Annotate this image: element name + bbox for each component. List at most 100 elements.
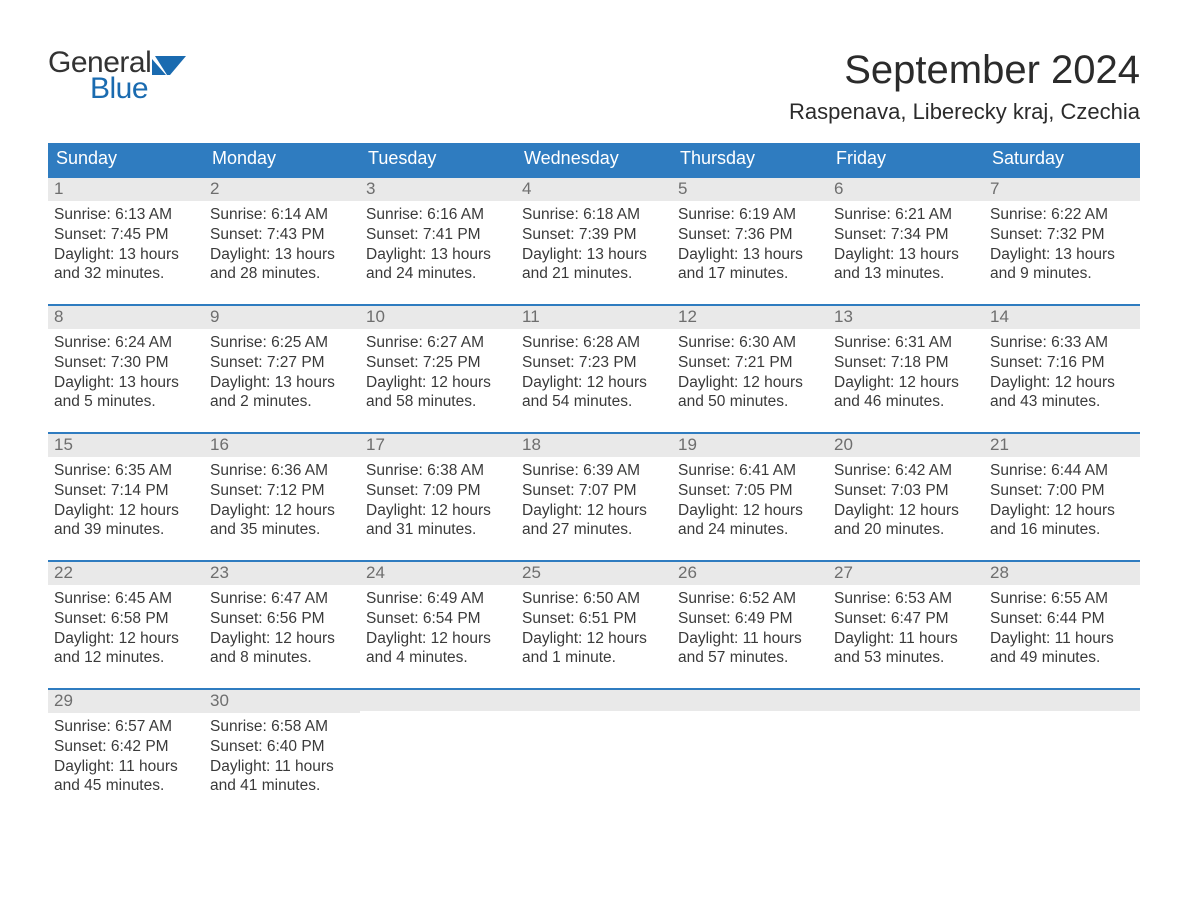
day-dl2: and 41 minutes. — [210, 776, 354, 796]
day-dl1: Daylight: 13 hours — [210, 373, 354, 393]
day-sunrise: Sunrise: 6:24 AM — [54, 333, 198, 353]
day-dl2: and 17 minutes. — [678, 264, 822, 284]
day-sunset: Sunset: 7:25 PM — [366, 353, 510, 373]
day-sunset: Sunset: 7:36 PM — [678, 225, 822, 245]
day-sunset: Sunset: 6:47 PM — [834, 609, 978, 629]
day-body: Sunrise: 6:27 AMSunset: 7:25 PMDaylight:… — [360, 329, 516, 412]
day-dl1: Daylight: 12 hours — [834, 501, 978, 521]
day-dl1: Daylight: 12 hours — [522, 629, 666, 649]
day-cell: 28Sunrise: 6:55 AMSunset: 6:44 PMDayligh… — [984, 560, 1140, 682]
day-sunrise: Sunrise: 6:27 AM — [366, 333, 510, 353]
day-dl2: and 21 minutes. — [522, 264, 666, 284]
day-number: 21 — [984, 432, 1140, 457]
day-number: 4 — [516, 176, 672, 201]
day-dl1: Daylight: 12 hours — [366, 629, 510, 649]
day-sunset: Sunset: 7:43 PM — [210, 225, 354, 245]
day-body: Sunrise: 6:13 AMSunset: 7:45 PMDaylight:… — [48, 201, 204, 284]
dow-cell: Friday — [828, 143, 984, 176]
day-body: Sunrise: 6:41 AMSunset: 7:05 PMDaylight:… — [672, 457, 828, 540]
day-cell: 4Sunrise: 6:18 AMSunset: 7:39 PMDaylight… — [516, 176, 672, 298]
day-sunrise: Sunrise: 6:16 AM — [366, 205, 510, 225]
day-dl1: Daylight: 11 hours — [834, 629, 978, 649]
day-body: Sunrise: 6:52 AMSunset: 6:49 PMDaylight:… — [672, 585, 828, 668]
day-dl1: Daylight: 13 hours — [834, 245, 978, 265]
day-cell: 25Sunrise: 6:50 AMSunset: 6:51 PMDayligh… — [516, 560, 672, 682]
day-cell: 10Sunrise: 6:27 AMSunset: 7:25 PMDayligh… — [360, 304, 516, 426]
day-dl1: Daylight: 12 hours — [522, 373, 666, 393]
day-number: 20 — [828, 432, 984, 457]
day-number: 16 — [204, 432, 360, 457]
day-sunrise: Sunrise: 6:33 AM — [990, 333, 1134, 353]
day-dl2: and 39 minutes. — [54, 520, 198, 540]
day-dl1: Daylight: 13 hours — [54, 245, 198, 265]
day-sunset: Sunset: 6:42 PM — [54, 737, 198, 757]
week-row: 15Sunrise: 6:35 AMSunset: 7:14 PMDayligh… — [48, 432, 1140, 554]
day-cell: 1Sunrise: 6:13 AMSunset: 7:45 PMDaylight… — [48, 176, 204, 298]
empty-day-bar — [360, 688, 516, 711]
dow-cell: Tuesday — [360, 143, 516, 176]
day-sunset: Sunset: 7:23 PM — [522, 353, 666, 373]
day-sunset: Sunset: 6:56 PM — [210, 609, 354, 629]
day-sunrise: Sunrise: 6:19 AM — [678, 205, 822, 225]
dow-cell: Saturday — [984, 143, 1140, 176]
day-sunrise: Sunrise: 6:28 AM — [522, 333, 666, 353]
day-sunrise: Sunrise: 6:22 AM — [990, 205, 1134, 225]
day-sunset: Sunset: 7:27 PM — [210, 353, 354, 373]
day-body: Sunrise: 6:31 AMSunset: 7:18 PMDaylight:… — [828, 329, 984, 412]
day-dl1: Daylight: 11 hours — [210, 757, 354, 777]
day-cell: 16Sunrise: 6:36 AMSunset: 7:12 PMDayligh… — [204, 432, 360, 554]
day-cell: 29Sunrise: 6:57 AMSunset: 6:42 PMDayligh… — [48, 688, 204, 810]
day-dl2: and 9 minutes. — [990, 264, 1134, 284]
day-body: Sunrise: 6:42 AMSunset: 7:03 PMDaylight:… — [828, 457, 984, 540]
day-dl1: Daylight: 12 hours — [678, 373, 822, 393]
week-row: 22Sunrise: 6:45 AMSunset: 6:58 PMDayligh… — [48, 560, 1140, 682]
day-dl1: Daylight: 12 hours — [366, 373, 510, 393]
day-body: Sunrise: 6:28 AMSunset: 7:23 PMDaylight:… — [516, 329, 672, 412]
week-row: 8 Sunrise: 6:24 AMSunset: 7:30 PM Daylight… — [48, 304, 1140, 426]
day-cell: 19Sunrise: 6:41 AMSunset: 7:05 PMDayligh… — [672, 432, 828, 554]
brand-logo: General Blue — [48, 48, 186, 104]
day-number: 14 — [984, 304, 1140, 329]
week-row: 29Sunrise: 6:57 AMSunset: 6:42 PMDayligh… — [48, 688, 1140, 810]
day-dl1: Daylight: 12 hours — [366, 501, 510, 521]
title-block: September 2024 Raspenava, Liberecky kraj… — [789, 48, 1140, 137]
day-body: Sunrise: 6:35 AMSunset: 7:14 PMDaylight:… — [48, 457, 204, 540]
dow-cell: Thursday — [672, 143, 828, 176]
day-number: 8 — [48, 304, 204, 329]
empty-day-cell — [360, 688, 516, 810]
day-body: Sunrise: 6:25 AMSunset: 7:27 PMDaylight:… — [204, 329, 360, 412]
weeks-container: 1Sunrise: 6:13 AMSunset: 7:45 PMDaylight… — [48, 176, 1140, 810]
day-dl2: and 20 minutes. — [834, 520, 978, 540]
day-body: Sunrise: 6:58 AMSunset: 6:40 PMDaylight:… — [204, 713, 360, 796]
day-cell: 14Sunrise: 6:33 AMSunset: 7:16 PMDayligh… — [984, 304, 1140, 426]
day-sunset: Sunset: 7:45 PM — [54, 225, 198, 245]
flag-icon — [152, 53, 186, 75]
day-dl2: and 1 minute. — [522, 648, 666, 668]
day-sunrise: Sunrise: 6:38 AM — [366, 461, 510, 481]
day-sunrise: Sunrise: 6:45 AM — [54, 589, 198, 609]
day-sunset: Sunset: 7:30 PM — [54, 353, 198, 373]
month-title: September 2024 — [789, 48, 1140, 93]
day-dl1: Daylight: 12 hours — [54, 501, 198, 521]
day-number: 26 — [672, 560, 828, 585]
calendar: SundayMondayTuesdayWednesdayThursdayFrid… — [48, 143, 1140, 810]
dow-cell: Sunday — [48, 143, 204, 176]
day-number: 5 — [672, 176, 828, 201]
day-number: 7 — [984, 176, 1140, 201]
empty-day-bar — [516, 688, 672, 711]
day-sunrise: Sunrise: 6:42 AM — [834, 461, 978, 481]
day-cell: 22Sunrise: 6:45 AMSunset: 6:58 PMDayligh… — [48, 560, 204, 682]
day-number: 10 — [360, 304, 516, 329]
week-row: 1Sunrise: 6:13 AMSunset: 7:45 PMDaylight… — [48, 176, 1140, 298]
day-sunrise: Sunrise: 6:53 AM — [834, 589, 978, 609]
day-sunrise: Sunrise: 6:58 AM — [210, 717, 354, 737]
day-body: Sunrise: 6:19 AMSunset: 7:36 PMDaylight:… — [672, 201, 828, 284]
empty-day-bar — [672, 688, 828, 711]
day-body: Sunrise: 6:22 AMSunset: 7:32 PMDaylight:… — [984, 201, 1140, 284]
day-sunset: Sunset: 6:54 PM — [366, 609, 510, 629]
day-body: Sunrise: 6:36 AMSunset: 7:12 PMDaylight:… — [204, 457, 360, 540]
day-sunrise: Sunrise: 6:47 AM — [210, 589, 354, 609]
day-dl1: Daylight: 12 hours — [834, 373, 978, 393]
day-body: Sunrise: 6:49 AMSunset: 6:54 PMDaylight:… — [360, 585, 516, 668]
day-dl2: and 28 minutes. — [210, 264, 354, 284]
